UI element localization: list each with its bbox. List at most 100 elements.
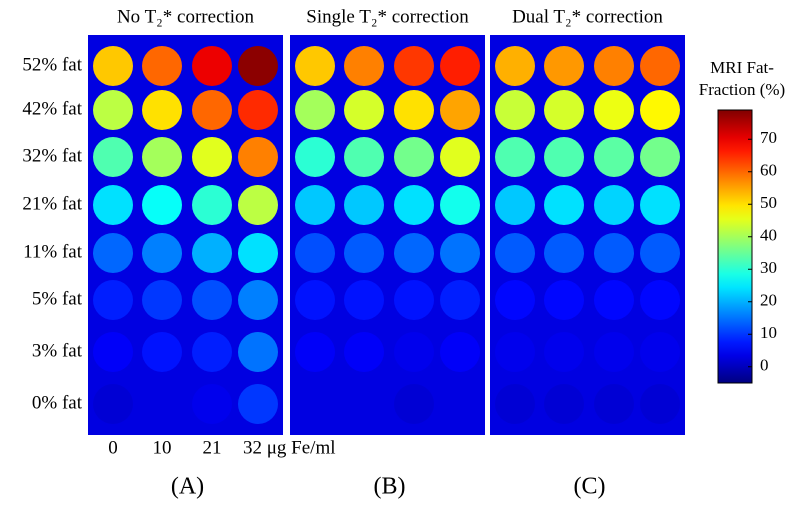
colorbar-title: Fraction (%): [699, 80, 785, 99]
phantom-vial: [238, 46, 278, 86]
row-label: 52% fat: [22, 54, 82, 75]
panel-label: (C): [574, 474, 606, 500]
phantom-vial: [295, 90, 335, 130]
phantom-vial: [93, 233, 133, 273]
colorbar-tick-label: 10: [760, 323, 777, 342]
phantom-vial: [440, 137, 480, 177]
phantom-vial: [640, 332, 680, 372]
phantom-vial: [295, 332, 335, 372]
panel-title: Dual T₂* correction: [512, 6, 663, 27]
panel-title: Single T₂* correction: [306, 6, 469, 27]
phantom-vial: [544, 384, 584, 424]
phantom-vial: [544, 185, 584, 225]
colorbar-tick-label: 30: [760, 258, 777, 277]
phantom-vial: [394, 46, 434, 86]
phantom-vial: [394, 137, 434, 177]
row-label: 21% fat: [22, 193, 82, 214]
phantom-vial: [93, 384, 133, 424]
phantom-vial: [238, 280, 278, 320]
phantom-vial: [142, 233, 182, 273]
phantom-vial: [142, 46, 182, 86]
phantom-vial: [344, 137, 384, 177]
phantom-vial: [192, 46, 232, 86]
colorbar-tick-label: 60: [760, 161, 777, 180]
row-label: 0% fat: [32, 392, 83, 413]
phantom-vial: [238, 137, 278, 177]
phantom-vial: [238, 233, 278, 273]
phantom-vial: [640, 46, 680, 86]
colorbar-tick-label: 40: [760, 226, 777, 245]
phantom-vial: [192, 233, 232, 273]
phantom-vial: [495, 185, 535, 225]
colorbar-tick-label: 70: [760, 128, 777, 147]
phantom-vial: [640, 137, 680, 177]
column-label: 0: [108, 437, 118, 458]
phantom-vial: [594, 46, 634, 86]
phantom-vial: [594, 90, 634, 130]
phantom-vial: [544, 280, 584, 320]
phantom-vial: [238, 384, 278, 424]
row-label: 3% fat: [32, 340, 83, 361]
phantom-vial: [142, 332, 182, 372]
phantom-vial: [394, 332, 434, 372]
phantom-vial: [238, 90, 278, 130]
phantom-vial: [594, 384, 634, 424]
phantom-vial: [495, 280, 535, 320]
row-label: 11% fat: [23, 241, 83, 262]
phantom-vial: [594, 280, 634, 320]
phantom-vial: [594, 332, 634, 372]
phantom-vial: [544, 332, 584, 372]
phantom-vial: [295, 137, 335, 177]
colorbar-title: MRI Fat-: [710, 58, 774, 77]
phantom-vial: [192, 137, 232, 177]
phantom-vial: [93, 90, 133, 130]
phantom-vial: [440, 46, 480, 86]
phantom-vial: [394, 233, 434, 273]
colorbar-tick-label: 20: [760, 291, 777, 310]
phantom-vial: [495, 46, 535, 86]
phantom-vial: [495, 332, 535, 372]
phantom-vial: [394, 90, 434, 130]
colorbar-tick-label: 0: [760, 356, 769, 375]
phantom-vial: [93, 332, 133, 372]
phantom-vial: [142, 90, 182, 130]
phantom-vial: [495, 90, 535, 130]
phantom-vial: [295, 233, 335, 273]
phantom-vial: [495, 137, 535, 177]
phantom-vial: [544, 137, 584, 177]
column-label: 32 μg Fe/ml: [243, 437, 336, 458]
phantom-vial: [640, 280, 680, 320]
phantom-vial: [344, 233, 384, 273]
phantom-vial: [440, 332, 480, 372]
phantom-vial: [594, 137, 634, 177]
phantom-vial: [192, 384, 232, 424]
phantom-vial: [93, 280, 133, 320]
phantom-vial: [495, 384, 535, 424]
phantom-vial: [544, 90, 584, 130]
phantom-vial: [295, 280, 335, 320]
phantom-vial: [93, 137, 133, 177]
phantom-vial: [192, 185, 232, 225]
row-label: 32% fat: [22, 145, 82, 166]
phantom-vial: [93, 185, 133, 225]
phantom-vial: [238, 332, 278, 372]
phantom-vial: [394, 185, 434, 225]
phantom-vial: [142, 384, 182, 424]
phantom-vial: [344, 384, 384, 424]
phantom-vial: [594, 233, 634, 273]
phantom-vial: [238, 185, 278, 225]
phantom-vial: [192, 332, 232, 372]
panel-label: (B): [374, 474, 406, 500]
phantom-vial: [295, 46, 335, 86]
phantom-vial: [594, 185, 634, 225]
colorbar: [717, 109, 753, 384]
phantom-vial: [394, 280, 434, 320]
column-label: 21: [203, 437, 222, 458]
phantom-vial: [344, 280, 384, 320]
phantom-vial: [142, 185, 182, 225]
phantom-vial: [640, 233, 680, 273]
phantom-vial: [344, 185, 384, 225]
phantom-vial: [142, 137, 182, 177]
phantom-vial: [295, 185, 335, 225]
